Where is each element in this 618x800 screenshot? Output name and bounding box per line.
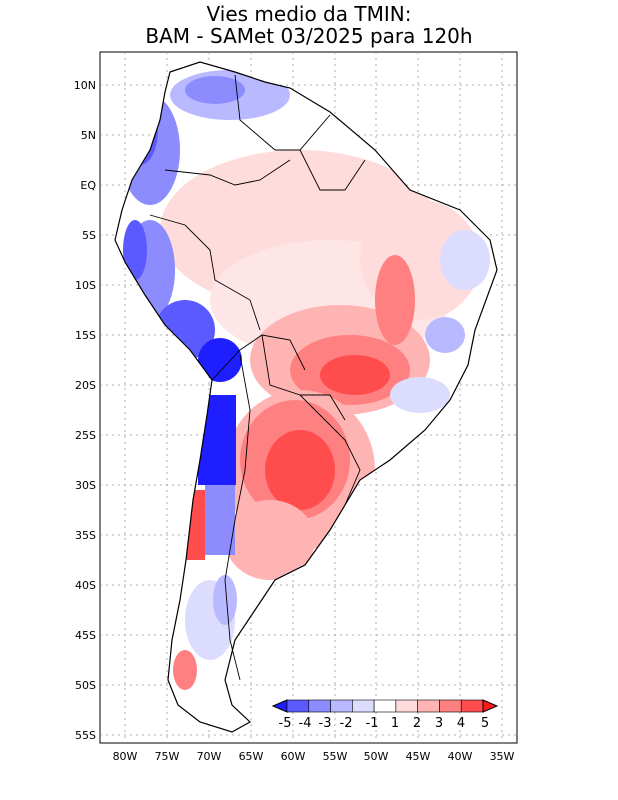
latitude-labels: 10N 5N EQ 5S 10S 15S 20S 25S 30S 35S 40S… bbox=[74, 79, 97, 742]
colorbar-tick-labels: -5 -4 -3 -2 -1 1 2 3 4 5 bbox=[279, 716, 490, 731]
lon-label: 75W bbox=[155, 750, 180, 763]
lon-label: 80W bbox=[113, 750, 138, 763]
coastline bbox=[114, 61, 498, 733]
lat-label: 10N bbox=[74, 79, 96, 92]
lat-label: 5N bbox=[81, 129, 96, 142]
colorbar-segment bbox=[330, 699, 353, 713]
lon-label: 55W bbox=[323, 750, 348, 763]
colorbar-segment bbox=[352, 699, 375, 713]
longitude-labels: 80W 75W 70W 65W 60W 55W 50W 45W 40W 35W bbox=[113, 750, 515, 763]
colorbar-segment bbox=[395, 699, 418, 713]
lat-label: 45S bbox=[75, 629, 96, 642]
lon-label: 70W bbox=[197, 750, 222, 763]
colorbar-tick-label: 4 bbox=[457, 716, 465, 731]
lon-label: 65W bbox=[239, 750, 264, 763]
colorbar-arrow-high bbox=[482, 699, 499, 713]
map-title-line-1: Vies medio da TMIN: bbox=[206, 2, 412, 26]
map-title-line-2: BAM - SAMet 03/2025 para 120h bbox=[145, 24, 473, 48]
colorbar-tick-label: -2 bbox=[340, 716, 353, 731]
colorbar-tick-label: 1 bbox=[391, 716, 399, 731]
lon-label: 60W bbox=[281, 750, 306, 763]
colorbar-segment bbox=[417, 699, 440, 713]
lon-label: 45W bbox=[406, 750, 431, 763]
lat-label: 10S bbox=[75, 279, 96, 292]
lat-label: EQ bbox=[80, 179, 96, 192]
colorbar-segment bbox=[286, 699, 310, 713]
lon-label: 50W bbox=[364, 750, 389, 763]
colorbar-segment bbox=[373, 699, 397, 713]
colorbar bbox=[271, 699, 499, 713]
country-borders bbox=[149, 74, 366, 681]
colorbar-segment bbox=[439, 699, 462, 713]
lat-label: 15S bbox=[75, 329, 96, 342]
lat-label: 40S bbox=[75, 579, 96, 592]
colorbar-tick-label: -5 bbox=[279, 716, 292, 731]
colorbar-segment bbox=[460, 699, 484, 713]
lat-label: 35S bbox=[75, 529, 96, 542]
lon-label: 40W bbox=[448, 750, 473, 763]
lat-label: 30S bbox=[75, 479, 96, 492]
colorbar-tick-label: -1 bbox=[366, 716, 379, 731]
colorbar-segment bbox=[308, 699, 331, 713]
lat-label: 55S bbox=[75, 729, 96, 742]
colorbar-tick-label: -3 bbox=[319, 716, 332, 731]
colorbar-tick-label: -4 bbox=[299, 716, 312, 731]
lat-label: 50S bbox=[75, 679, 96, 692]
lat-label: 20S bbox=[75, 379, 96, 392]
lon-label: 35W bbox=[490, 750, 515, 763]
lat-label: 5S bbox=[82, 229, 96, 242]
colorbar-tick-label: 5 bbox=[481, 716, 489, 731]
colorbar-tick-label: 2 bbox=[413, 716, 421, 731]
colorbar-tick-label: 3 bbox=[435, 716, 443, 731]
lat-label: 25S bbox=[75, 429, 96, 442]
